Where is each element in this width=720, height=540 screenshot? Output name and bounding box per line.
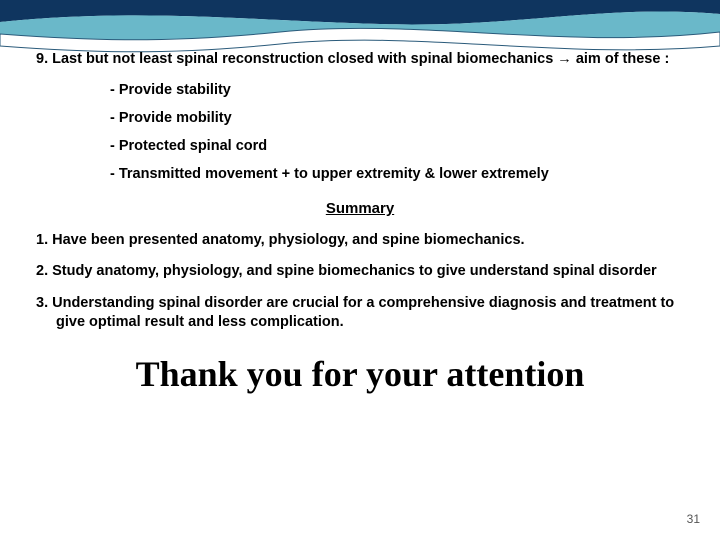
summary-item-number: 3. [36, 295, 48, 311]
summary-item: 3. Understanding spinal disorder are cru… [30, 294, 690, 333]
summary-item: 2. Study anatomy, physiology, and spine … [30, 262, 690, 282]
item9-text: Last but not least spinal reconstruction… [52, 51, 669, 67]
summary-item: 1. Have been presented anatomy, physiolo… [30, 231, 690, 251]
slide-content: 9. Last but not least spinal reconstruct… [0, 50, 720, 395]
sublist-item: - Protected spinal cord [110, 138, 690, 154]
sublist-item: - Provide mobility [110, 110, 690, 126]
summary-item-number: 1. [36, 232, 52, 248]
sublist-item: - Provide stability [110, 82, 690, 98]
item9-sublist: - Provide stability - Provide mobility -… [30, 82, 690, 182]
summary-item-text: Have been presented anatomy, physiology,… [52, 232, 524, 248]
thank-you-text: Thank you for your attention [30, 353, 690, 395]
sublist-item: - Transmitted movement + to upper extrem… [110, 166, 690, 182]
page-number: 31 [687, 512, 700, 526]
summary-list: 1. Have been presented anatomy, physiolo… [30, 231, 690, 333]
list-item-9: 9. Last but not least spinal reconstruct… [30, 50, 690, 70]
summary-item-number: 2. [36, 263, 48, 279]
summary-heading: Summary [30, 200, 690, 217]
summary-item-text: Understanding spinal disorder are crucia… [52, 295, 674, 331]
item9-number: 9. [36, 51, 48, 67]
summary-item-text: Study anatomy, physiology, and spine bio… [52, 263, 657, 279]
